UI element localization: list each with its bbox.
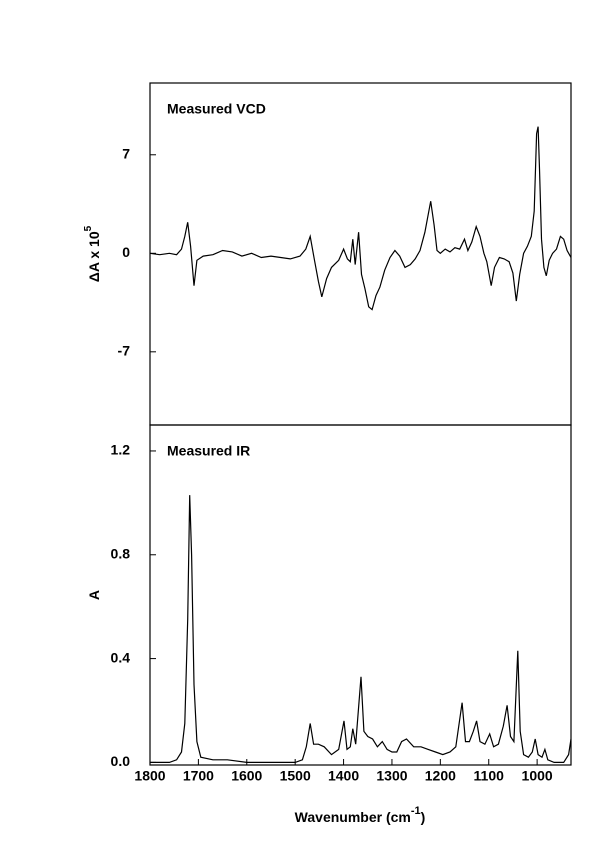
y-tick-label: 0 [122, 244, 130, 260]
panel-annotation: Measured IR [167, 443, 250, 459]
y-axis-label: A [86, 590, 102, 600]
spectrum-line [150, 495, 572, 763]
y-tick-label: 0.4 [111, 649, 131, 665]
y-axis-label-part: 5 [83, 225, 94, 231]
y-axis-label-part: A [86, 590, 102, 600]
plot-frame [149, 424, 572, 766]
x-axis-label: Wavenumber (cm-1) [295, 805, 426, 825]
y-tick-label: 0.8 [111, 545, 131, 561]
x-tick-label: 1700 [183, 768, 214, 784]
x-tick-label: 1300 [376, 768, 407, 784]
y-axis-label-part: ΔA x 10 [86, 231, 102, 282]
y-axis-label: ΔA x 105 [83, 225, 102, 282]
y-tick-label: 1.2 [111, 442, 131, 458]
x-tick-label: 1600 [231, 768, 262, 784]
x-axis-label-part: -1 [411, 805, 421, 817]
x-axis-label-part: ) [421, 809, 426, 825]
x-tick-label: 1000 [522, 768, 553, 784]
panel-annotation: Measured VCD [167, 101, 266, 117]
x-tick-label: 1200 [425, 768, 456, 784]
y-tick-label: 0.0 [111, 753, 131, 769]
y-tick-label: -7 [118, 343, 131, 359]
x-axis-label-part: Wavenumber (cm [295, 809, 411, 825]
x-tick-label: 1400 [328, 768, 359, 784]
x-tick-label: 1100 [474, 768, 505, 784]
x-tick-label: 1800 [134, 768, 165, 784]
spectrum-line [149, 126, 572, 311]
x-tick-label: 1500 [280, 768, 311, 784]
y-tick-label: 7 [122, 145, 130, 161]
